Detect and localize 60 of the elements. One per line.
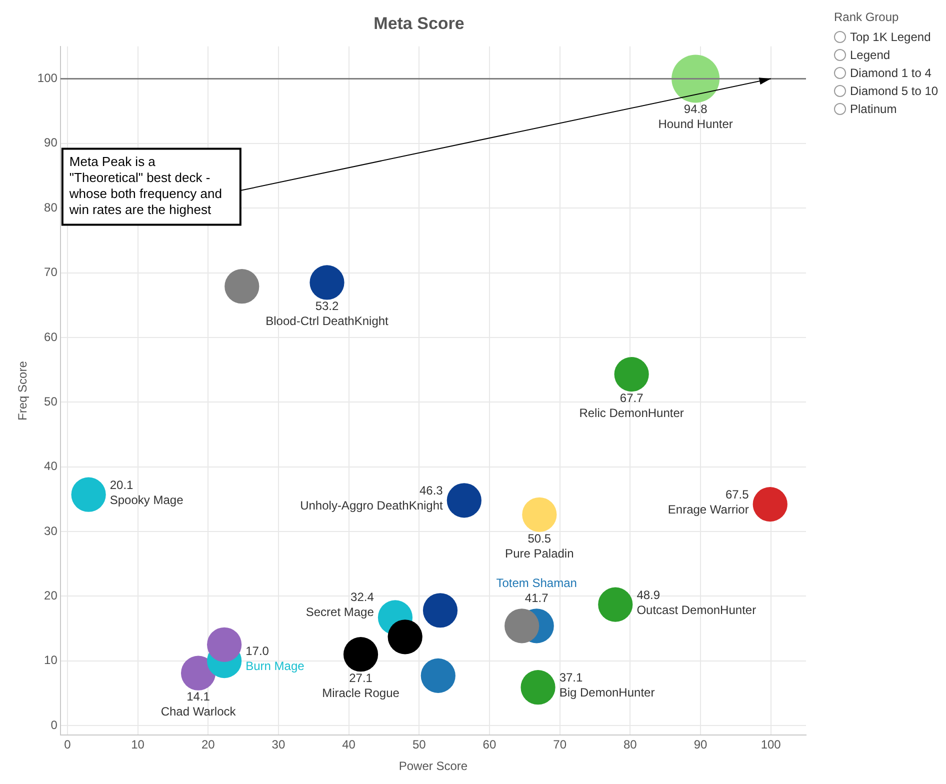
x-tick-label: 10 xyxy=(131,738,145,752)
annotation: 17.0 xyxy=(246,644,270,658)
y-tick-label: 20 xyxy=(44,588,58,602)
x-tick-label: 40 xyxy=(342,738,356,752)
x-tick-label: 60 xyxy=(482,738,496,752)
annotation: 32.4 xyxy=(350,590,374,604)
y-tick-label: 40 xyxy=(44,459,58,474)
text: Legend xyxy=(850,48,890,62)
y-tick-label: 60 xyxy=(44,330,58,344)
y-tick-label: 30 xyxy=(44,524,58,538)
y-tick-label: 100 xyxy=(37,71,58,86)
series-label: Pure Paladin xyxy=(505,546,574,560)
y-tick-label: 70 xyxy=(44,265,58,280)
text: Top 1K Legend xyxy=(850,30,931,44)
x-tick-label: 100 xyxy=(760,738,782,752)
annotation: Meta Peak is a "Theoretical" best deck - whose both frequency and win rates are the highest xyxy=(68,154,222,217)
annotation: 50.5 xyxy=(528,531,552,546)
x-tick-label: 90 xyxy=(694,738,708,752)
chart-title: Meta Score xyxy=(374,14,464,33)
y-tick-label: 10 xyxy=(44,653,58,668)
series-label: Big DemonHunter xyxy=(559,686,655,700)
annotation: 94.8 xyxy=(684,102,708,116)
series-label: Relic DemonHunter xyxy=(579,406,684,420)
x-tick-label: 30 xyxy=(272,738,286,752)
text: Platinum xyxy=(850,102,897,116)
y-tick-label: 90 xyxy=(44,136,58,150)
y-axis-title: Freq Score xyxy=(16,360,30,420)
series-label: Outcast DemonHunter xyxy=(636,602,756,617)
y-tick-label: 0 xyxy=(50,718,58,732)
series-label: Burn Mage xyxy=(246,659,305,674)
series-label: Miracle Rogue xyxy=(322,686,400,700)
annotation: 53.2 xyxy=(315,299,340,314)
annotation: 67.5 xyxy=(725,488,750,502)
y-tick-label: 50 xyxy=(44,394,58,408)
x-tick-label: 20 xyxy=(201,738,216,752)
x-tick-label: 0 xyxy=(64,738,72,752)
text: Diamond 1 to 4 xyxy=(850,66,932,80)
x-tick-label: 50 xyxy=(412,738,426,752)
series-label: Hound Hunter xyxy=(658,117,733,132)
annotation: 37.1 xyxy=(559,670,583,685)
annotation: 67.7 xyxy=(620,390,644,405)
legend-title: Rank Group xyxy=(834,10,900,24)
annotation: 48.9 xyxy=(636,588,660,602)
series-label: Enrage Warrior xyxy=(668,502,749,517)
x-tick-label: 70 xyxy=(553,738,567,752)
series-label: Blood-Ctrl DeathKnight xyxy=(266,314,390,328)
text: Totem Shaman xyxy=(496,576,577,590)
x-axis-title: Power Score xyxy=(398,759,468,774)
text: Diamond 5 to 10 xyxy=(850,84,938,98)
annotation: 41.7 xyxy=(524,590,549,605)
annotation: 20.1 xyxy=(110,478,134,492)
series-label: Chad Warlock xyxy=(160,704,237,719)
x-tick-label: 80 xyxy=(623,738,638,752)
series-label: Unholy-Aggro DeathKnight xyxy=(300,498,444,513)
annotation: 14.1 xyxy=(186,690,210,704)
series-label: Secret Mage xyxy=(306,604,374,619)
series-label: Spooky Mage xyxy=(110,492,184,507)
annotation: 46.3 xyxy=(419,484,444,498)
annotation: 27.1 xyxy=(349,670,373,685)
y-tick-label: 80 xyxy=(44,200,58,214)
